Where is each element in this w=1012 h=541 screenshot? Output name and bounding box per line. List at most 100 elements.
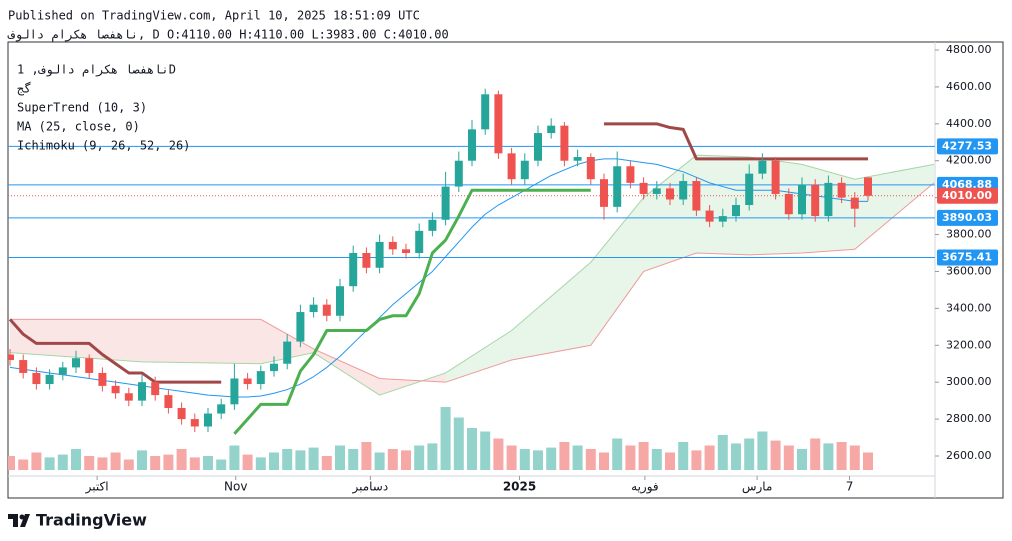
- candle-body: [111, 385, 120, 394]
- candle-body: [811, 184, 820, 217]
- candle-body: [507, 153, 516, 180]
- volume-bar: [295, 450, 306, 470]
- volume-bar: [810, 438, 821, 470]
- candle-body: [454, 160, 463, 187]
- ichimoku-span_b: [10, 182, 935, 383]
- candle-body: [177, 408, 186, 420]
- legend-ma: MA (25, close, 0): [17, 120, 140, 134]
- volume-bar: [335, 445, 345, 470]
- volume-bar: [321, 456, 332, 470]
- candle-body: [771, 160, 780, 194]
- volume-bar: [308, 447, 319, 470]
- candle-body: [72, 358, 80, 368]
- cloud: [313, 348, 380, 396]
- candle-body: [626, 166, 635, 183]
- candle-body: [705, 210, 714, 222]
- y-tick-label: 4800.00: [946, 43, 992, 56]
- volume-bar: [269, 452, 279, 470]
- cloud: [590, 197, 644, 346]
- volume-bar: [625, 445, 636, 470]
- volume-bar: [374, 452, 385, 470]
- candle-body: [19, 360, 28, 373]
- cloud: [696, 155, 750, 255]
- x-tick-label: Nov: [224, 480, 247, 494]
- candle-body: [98, 372, 107, 386]
- candle-body: [256, 371, 265, 385]
- candle-body: [613, 166, 622, 207]
- y-tick-label: 2800.00: [946, 412, 992, 425]
- volume-bar: [493, 438, 504, 470]
- candle-body: [362, 253, 371, 268]
- candle-body: [217, 404, 226, 414]
- volume-bar: [757, 431, 768, 470]
- cloud: [142, 319, 261, 364]
- cloud: [10, 319, 142, 362]
- volume-bar: [731, 443, 741, 470]
- candle-body: [481, 94, 490, 130]
- y-tick-label: 3400.00: [946, 301, 992, 314]
- plot: [8, 88, 935, 470]
- volume-bar: [216, 459, 227, 470]
- candle-body: [8, 354, 14, 361]
- volume-bar: [97, 457, 108, 470]
- ohlc-line: ناهفصا هکرام دالوف, D O:4110.00 H:4110.0…: [7, 28, 449, 43]
- volume-bar: [440, 407, 451, 470]
- axes: 2600.00 2800.00 3000.00 3200.00 3400.00 3600.…: [85, 43, 998, 495]
- logo-icon: [8, 514, 30, 527]
- volume-bar: [823, 443, 834, 470]
- supertrend-down: [8, 122, 868, 384]
- volume-bar: [863, 452, 873, 470]
- volume-bar: [849, 445, 860, 470]
- candle-body: [124, 393, 133, 401]
- volume-bar: [506, 445, 517, 470]
- volume-bar: [678, 442, 689, 470]
- volume-bar: [401, 450, 411, 470]
- candle-body: [573, 157, 582, 161]
- candle-body: [441, 186, 450, 220]
- candle-body: [415, 230, 424, 253]
- price-label-bg: [937, 249, 998, 266]
- candle-body: [666, 188, 674, 200]
- candle-body: [58, 367, 67, 375]
- volume-bar: [533, 450, 543, 470]
- candle-body: [468, 129, 476, 161]
- price-label: 3890.03: [942, 211, 992, 224]
- volume-bar: [8, 456, 15, 470]
- volume-bar: [387, 449, 398, 470]
- legend-exchange: گج: [17, 82, 31, 96]
- y-tick-label: 4600.00: [946, 80, 992, 93]
- candle-body: [547, 125, 556, 134]
- volume-bar: [44, 457, 55, 470]
- volume-bar: [638, 442, 649, 470]
- volume-bar: [744, 438, 755, 470]
- x-tick-label: اكتبر: [85, 480, 109, 495]
- volume-bar: [585, 449, 596, 470]
- price-label: 4068.88: [942, 178, 992, 191]
- supertrend-up: [233, 188, 591, 435]
- volume-bar: [453, 417, 464, 470]
- volume-bar: [361, 442, 372, 470]
- price-label: 4277.53: [942, 139, 992, 152]
- candle-body: [520, 160, 529, 180]
- volume-bar: [704, 445, 715, 470]
- volume-bar: [255, 457, 266, 470]
- volume-bar: [18, 459, 29, 470]
- candle-body: [428, 219, 437, 231]
- logo-dot: [19, 514, 25, 520]
- y-tick-label: 4400.00: [946, 117, 992, 130]
- cloud: [445, 330, 512, 383]
- legend-ichimoku: Ichimoku (9, 26, 52, 26): [17, 139, 190, 153]
- y-tick-label: 3000.00: [946, 375, 992, 388]
- candle-body: [402, 249, 410, 253]
- volume-bar: [110, 452, 121, 470]
- candle-body: [586, 157, 595, 180]
- candle-body: [758, 160, 767, 174]
- candle-body: [534, 133, 542, 161]
- y-tick-label: 3600.00: [946, 264, 992, 277]
- cloud: [643, 155, 697, 272]
- candle-body: [336, 286, 344, 316]
- candle-body: [296, 312, 305, 342]
- frame: [7, 41, 1004, 499]
- candle-body: [679, 181, 688, 200]
- cloud: [854, 164, 934, 250]
